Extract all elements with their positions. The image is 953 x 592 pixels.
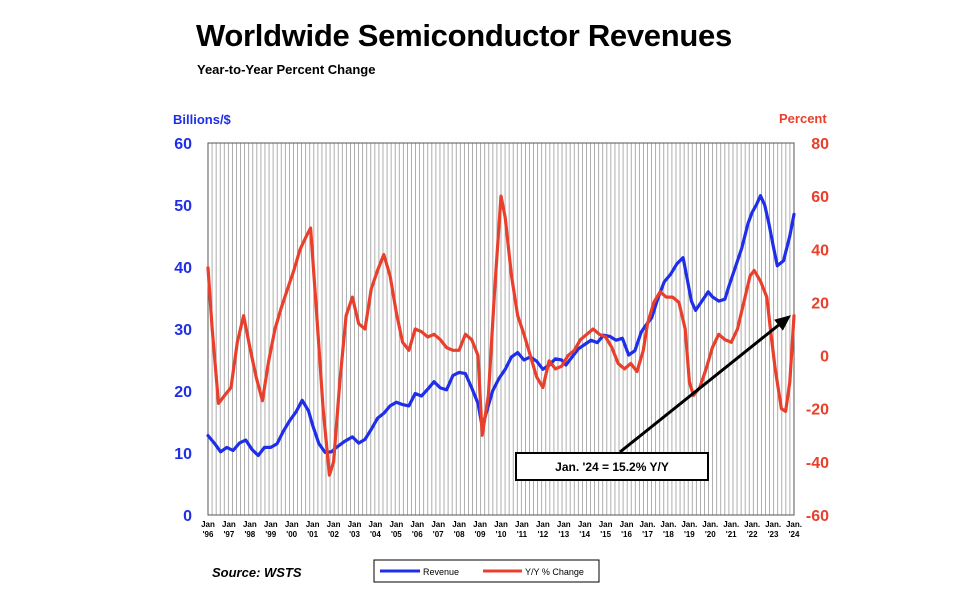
x-tick-label-bottom: '01 <box>307 530 318 539</box>
left-tick-label: 50 <box>174 198 192 215</box>
x-tick-label-top: Jan. <box>639 520 655 529</box>
x-tick-label-bottom: '00 <box>286 530 297 539</box>
x-tick-label-bottom: '07 <box>433 530 444 539</box>
x-tick-label-top: Jan <box>201 520 215 529</box>
x-tick-label-top: Jan <box>389 520 403 529</box>
x-tick-label-bottom: '05 <box>391 530 402 539</box>
x-tick-label-top: Jan. <box>723 520 739 529</box>
x-tick-label-top: Jan <box>285 520 299 529</box>
left-tick-label: 0 <box>183 508 192 525</box>
right-tick-label: -40 <box>806 455 829 472</box>
x-tick-label-bottom: '06 <box>412 530 423 539</box>
x-tick-label-top: Jan. <box>681 520 697 529</box>
series-group <box>206 194 796 477</box>
x-tick-label-top: Jan <box>264 520 278 529</box>
right-tick-label: 60 <box>811 189 829 206</box>
right-axis-label: Percent <box>779 111 827 126</box>
annotation: Jan. '24 = 15.2% Y/Y <box>515 315 791 481</box>
x-tick-label-bottom: '17 <box>642 530 653 539</box>
x-tick-label-top: Jan. <box>744 520 760 529</box>
x-tick-label-bottom: '11 <box>517 530 528 539</box>
x-tick-label-bottom: '97 <box>224 530 235 539</box>
right-tick-label: -20 <box>806 402 829 419</box>
legend-label-revenue: Revenue <box>423 567 459 577</box>
yy-change-line <box>206 194 796 477</box>
x-tick-label-top: Jan <box>620 520 634 529</box>
annotation-box <box>515 452 709 481</box>
annotation-arrowhead <box>774 315 791 331</box>
left-tick-label: 40 <box>174 260 192 277</box>
right-tick-label: 80 <box>811 136 829 153</box>
x-tick-label-bottom: '98 <box>244 530 255 539</box>
right-tick-label: 40 <box>811 242 829 259</box>
right-tick-label: 20 <box>811 295 829 312</box>
x-tick-label-top: Jan. <box>765 520 781 529</box>
x-tick-label-top: Jan. <box>702 520 718 529</box>
x-tick-label-top: Jan <box>536 520 550 529</box>
x-tick-label-top: Jan <box>348 520 362 529</box>
left-axis-label: Billions/$ <box>173 112 232 127</box>
legend: Revenue Y/Y % Change <box>373 559 600 583</box>
left-tick-label: 10 <box>174 446 192 463</box>
legend-label-change: Y/Y % Change <box>525 567 584 577</box>
right-axis-ticks: -60 -40 -20 0 20 40 60 80 <box>806 136 829 525</box>
x-tick-label-bottom: '22 <box>747 530 758 539</box>
x-tick-label-bottom: '19 <box>684 530 695 539</box>
left-tick-label: 20 <box>174 384 192 401</box>
source-note: Source: WSTS <box>212 565 302 580</box>
x-tick-label-top: Jan <box>578 520 592 529</box>
right-tick-label: 0 <box>820 349 829 366</box>
annotation-arrow <box>619 322 782 454</box>
chart-title: Worldwide Semiconductor Revenues <box>196 18 732 53</box>
x-tick-label-bottom: '04 <box>370 530 381 539</box>
revenue-line <box>206 194 796 458</box>
x-tick-label-bottom: '14 <box>579 530 590 539</box>
x-tick-label-bottom: '02 <box>328 530 339 539</box>
left-tick-label: 60 <box>174 136 192 153</box>
x-tick-label-top: Jan <box>599 520 613 529</box>
x-tick-label-top: Jan <box>431 520 445 529</box>
x-tick-label-bottom: '16 <box>621 530 632 539</box>
x-tick-label-bottom: '08 <box>454 530 465 539</box>
x-tick-label-top: Jan <box>557 520 571 529</box>
x-tick-label-bottom: '96 <box>203 530 214 539</box>
x-tick-label-bottom: '09 <box>475 530 486 539</box>
x-tick-label-top: Jan <box>222 520 236 529</box>
x-tick-label-top: Jan <box>306 520 320 529</box>
x-tick-label-bottom: '18 <box>663 530 674 539</box>
x-tick-label-bottom: '99 <box>265 530 276 539</box>
x-tick-label-bottom: '12 <box>537 530 548 539</box>
x-tick-label-bottom: '24 <box>789 530 800 539</box>
x-tick-label-bottom: '20 <box>705 530 716 539</box>
x-tick-label-bottom: '23 <box>768 530 779 539</box>
left-axis-ticks: 0 10 20 30 40 50 60 <box>174 136 192 525</box>
chart-subtitle: Year-to-Year Percent Change <box>197 62 376 77</box>
x-tick-label-top: Jan. <box>660 520 676 529</box>
annotation-text: Jan. '24 = 15.2% Y/Y <box>555 460 669 474</box>
x-tick-label-bottom: '10 <box>496 530 507 539</box>
left-tick-label: 30 <box>174 322 192 339</box>
x-tick-label-top: Jan <box>452 520 466 529</box>
x-tick-label-top: Jan <box>327 520 341 529</box>
x-tick-label-top: Jan <box>473 520 487 529</box>
x-axis-ticks: Jan'96Jan'97Jan'98Jan'99Jan'00Jan'01Jan'… <box>201 520 802 539</box>
right-tick-label: -60 <box>806 508 829 525</box>
x-tick-label-bottom: '21 <box>726 530 737 539</box>
x-tick-label-top: Jan <box>494 520 508 529</box>
x-tick-label-top: Jan <box>410 520 424 529</box>
x-tick-label-top: Jan <box>243 520 257 529</box>
x-tick-label-bottom: '15 <box>600 530 611 539</box>
x-tick-label-bottom: '13 <box>558 530 569 539</box>
x-tick-label-top: Jan <box>369 520 383 529</box>
x-tick-label-bottom: '03 <box>349 530 360 539</box>
x-tick-label-top: Jan. <box>786 520 802 529</box>
x-tick-label-top: Jan <box>515 520 529 529</box>
